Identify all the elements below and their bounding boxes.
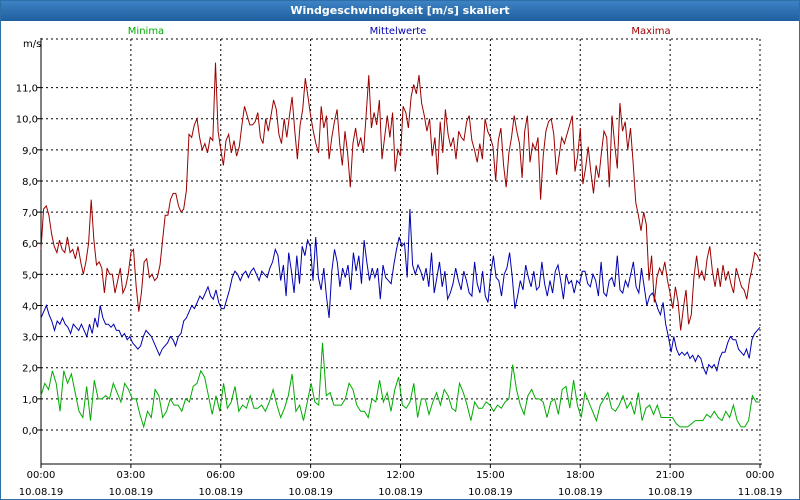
x-tick-date-label: 10.08.19 xyxy=(468,487,513,498)
legend-mittelwerte: Mittelwerte xyxy=(370,26,427,37)
y-tick-label: 11,0 xyxy=(16,84,38,95)
chart-axes: m/s 0,0 1,0 2,0 3,0 4,0 5,0 6,0 7,0 8,0 9,0 10,0 11,… xyxy=(16,38,783,498)
x-tick-date-label: 10.08.19 xyxy=(198,487,243,498)
y-tick-label: 0,0 xyxy=(22,426,38,437)
series-line-maxima xyxy=(40,62,761,331)
chart-legend: Minima Mittelwerte Maxima xyxy=(128,26,671,37)
series-line-mittelwerte xyxy=(40,208,761,376)
series-line-minima xyxy=(40,342,760,429)
wind-speed-chart: m/s 0,0 1,0 2,0 3,0 4,0 5,0 6,0 7,0 8,0 9,0 10,0 11,… xyxy=(16,26,783,498)
y-tick-label: 4,0 xyxy=(22,301,38,312)
legend-minima: Minima xyxy=(128,26,164,37)
y-tick-label: 6,0 xyxy=(22,239,38,250)
x-tick-date-label: 10.08.19 xyxy=(109,487,154,498)
y-tick-label: 8,0 xyxy=(22,177,38,188)
y-axis-unit-label: m/s xyxy=(23,39,41,50)
x-tick-time-label: 21:00 xyxy=(656,470,685,481)
y-tick-label: 5,0 xyxy=(22,270,38,281)
legend-maxima: Maxima xyxy=(631,26,670,37)
y-tick-label: 7,0 xyxy=(22,208,38,219)
x-tick-time-label: 09:00 xyxy=(296,470,325,481)
x-tick-time-label: 12:00 xyxy=(386,470,415,481)
x-tick-date-label: 11.08.19 xyxy=(738,487,783,498)
x-tick-date-label: 10.08.19 xyxy=(19,487,64,498)
x-tick-date-label: 10.08.19 xyxy=(648,487,693,498)
y-tick-label: 10,0 xyxy=(16,115,38,126)
chart-grid xyxy=(41,38,761,464)
x-tick-date-label: 10.08.19 xyxy=(288,487,333,498)
y-tick-label: 3,0 xyxy=(22,333,38,344)
chart-series-lines xyxy=(40,62,761,429)
x-tick-time-label: 00:00 xyxy=(27,470,56,481)
y-tick-label: 1,0 xyxy=(22,395,38,406)
x-tick-date-label: 10.08.19 xyxy=(558,487,603,498)
x-tick-time-label: 18:00 xyxy=(566,470,595,481)
x-tick-time-label: 03:00 xyxy=(116,470,145,481)
window-title: Windgeschwindigkeit [m/s] skaliert xyxy=(1,1,799,21)
x-tick-date-label: 10.08.19 xyxy=(378,487,423,498)
y-tick-label: 9,0 xyxy=(22,146,38,157)
x-tick-time-label: 15:00 xyxy=(476,470,505,481)
x-tick-time-label: 06:00 xyxy=(206,470,235,481)
x-tick-time-label: 00:00 xyxy=(746,470,775,481)
y-tick-label: 2,0 xyxy=(22,364,38,375)
